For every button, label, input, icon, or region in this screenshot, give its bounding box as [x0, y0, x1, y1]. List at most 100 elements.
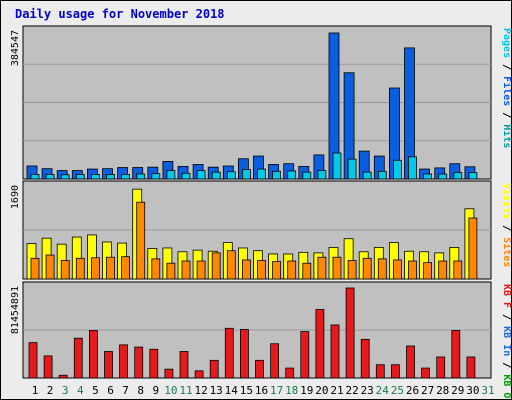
bar-sites: [392, 259, 402, 280]
bar-sites: [121, 256, 130, 280]
bar-pages: [468, 172, 478, 180]
x-tick-label: 10: [164, 384, 177, 397]
bar-sites: [106, 256, 115, 280]
bar-sites: [287, 260, 297, 280]
x-tick-label: 2: [47, 384, 54, 397]
legend-entry: Visits: [501, 183, 511, 219]
bar-kb-f: [149, 348, 159, 379]
bar-kb-f: [104, 351, 113, 379]
bar-sites: [272, 261, 282, 280]
bar-kb-f: [43, 355, 53, 379]
bar-sites: [45, 254, 55, 280]
legend-entry: KB Out: [501, 374, 511, 399]
bar-kb-f: [421, 367, 431, 379]
bar-kb-f: [315, 309, 325, 379]
bar-sites: [75, 257, 85, 280]
bar-pages: [196, 170, 206, 180]
x-tick-label: 31: [481, 384, 494, 397]
bar-pages: [226, 171, 236, 180]
bar-pages: [151, 173, 161, 180]
bar-kb-f: [436, 356, 446, 379]
x-tick-label: 4: [77, 384, 84, 397]
bar-sites: [377, 258, 387, 280]
bar-pages: [423, 173, 433, 180]
x-tick-label: 28: [436, 384, 449, 397]
bar-kb-f: [89, 330, 98, 379]
bar-pages: [362, 171, 372, 180]
x-tick-label: 19: [300, 384, 313, 397]
bar-kb-f: [134, 346, 144, 379]
bar-kb-f: [73, 337, 83, 379]
x-tick-label: 30: [466, 384, 479, 397]
x-tick-label: 3: [62, 384, 69, 397]
bar-sites: [332, 256, 342, 280]
bar-sites: [362, 257, 372, 280]
bar-pages: [317, 170, 327, 180]
bar-kb-f: [28, 342, 38, 379]
y-max-label: 1690: [10, 185, 21, 209]
bar-kb-f: [239, 328, 249, 379]
bar-kb-f: [451, 330, 461, 379]
bar-pages: [332, 152, 342, 180]
legend-entry: Pages: [501, 28, 511, 58]
bar-sites: [302, 262, 312, 280]
bar-pages: [60, 174, 70, 180]
bar-kb-f: [194, 370, 204, 379]
bar-kb-f: [119, 344, 128, 379]
legend: Visits / Sites: [501, 183, 511, 267]
bar-sites: [226, 250, 236, 280]
legend-separator: /: [501, 356, 511, 374]
x-tick-label: 14: [225, 384, 239, 397]
bar-pages: [166, 170, 176, 180]
bar-kb-f: [179, 351, 189, 379]
bar-sites: [347, 260, 357, 280]
legend-entry: KB F: [501, 284, 511, 308]
bar-kb-f: [330, 324, 340, 379]
x-tick-label: 25: [391, 384, 404, 397]
bar-pages: [392, 159, 402, 180]
x-tick-label: 20: [315, 384, 328, 397]
legend-entry: Sites: [501, 237, 511, 267]
bar-pages: [91, 174, 100, 180]
bar-sites: [30, 257, 40, 280]
y-max-label: 384547: [10, 30, 21, 66]
bar-sites: [257, 260, 266, 280]
bar-pages: [121, 174, 130, 180]
bar-sites: [468, 217, 478, 280]
bar-pages: [377, 170, 387, 180]
x-tick-label: 8: [137, 384, 144, 397]
legend-entry: KB In: [501, 326, 511, 356]
x-tick-label: 26: [406, 384, 419, 397]
x-tick-label: 27: [421, 384, 434, 397]
bar-sites: [166, 262, 176, 280]
legend-separator: /: [501, 106, 511, 124]
bar-pages: [438, 173, 448, 180]
legend: Pages / Files / Hits: [501, 28, 511, 148]
bar-sites: [317, 256, 327, 280]
bar-sites: [453, 260, 463, 280]
x-tick-label: 21: [330, 384, 343, 397]
x-tick-label: 5: [92, 384, 99, 397]
x-tick-label: 22: [345, 384, 358, 397]
x-tick-label: 1: [32, 384, 39, 397]
legend-separator: /: [501, 308, 511, 326]
bar-sites: [438, 260, 448, 280]
x-tick-label: 12: [194, 384, 207, 397]
x-tick-label: 13: [210, 384, 223, 397]
bar-pages: [287, 170, 297, 180]
legend-separator: /: [501, 58, 511, 76]
bar-sites: [60, 260, 70, 280]
x-tick-label: 23: [361, 384, 374, 397]
bar-pages: [106, 174, 115, 180]
bar-kb-f: [406, 345, 415, 379]
bar-pages: [408, 156, 417, 180]
bar-kb-f: [345, 287, 355, 379]
bar-kb-f: [300, 331, 310, 379]
bar-kb-f: [255, 359, 264, 379]
x-tick-label: 7: [122, 384, 129, 397]
x-tick-label: 29: [451, 384, 464, 397]
bar-sites: [211, 252, 221, 280]
bar-kb-f: [466, 356, 476, 379]
